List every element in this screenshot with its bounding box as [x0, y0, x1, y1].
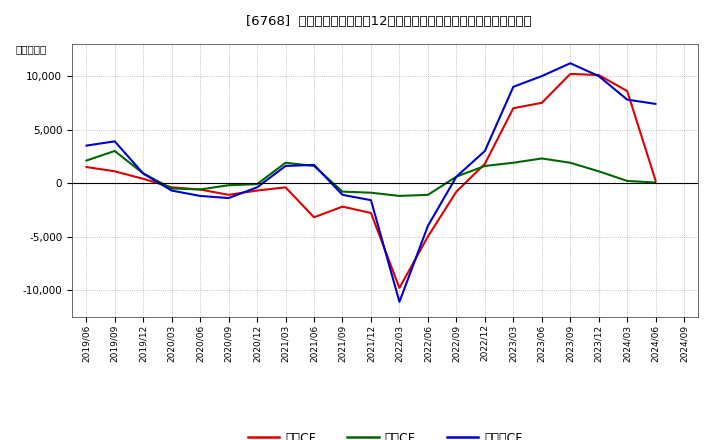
Legend: 営業CF, 投資CF, フリーCF: 営業CF, 投資CF, フリーCF — [243, 427, 528, 440]
Text: [6768]  キャッシュフローの12か月移動合計の対前年同期増減額の推移: [6768] キャッシュフローの12か月移動合計の対前年同期増減額の推移 — [246, 15, 531, 29]
Text: （百万円）: （百万円） — [16, 44, 47, 54]
